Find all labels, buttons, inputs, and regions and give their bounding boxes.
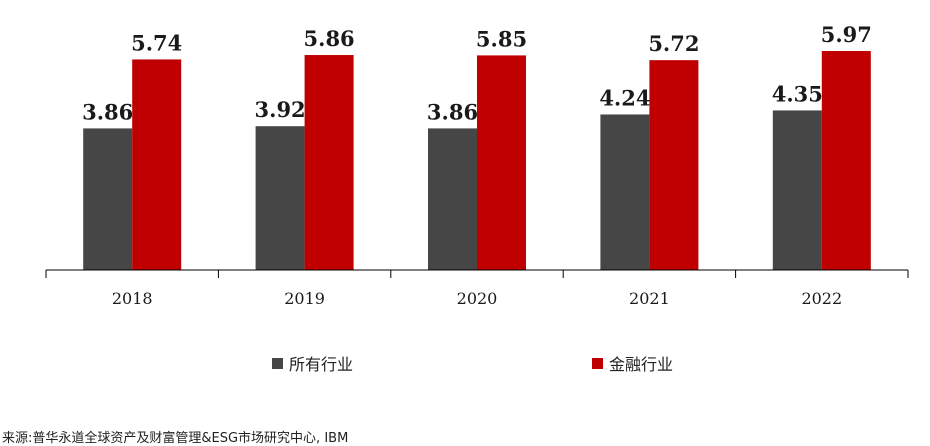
- bar-all-industries-2019: [255, 126, 305, 270]
- bar-all-industries-2020: [428, 128, 477, 270]
- legend-item-all-industries: 所有行业: [272, 351, 353, 375]
- bar-financial-industry-2020: [477, 55, 526, 271]
- value-label-all-industries-2020: 3.86: [427, 99, 478, 124]
- x-tick-label-2019: 2019: [284, 289, 325, 308]
- value-labels-layer: 3.86 5.74 3.92 5.86 3.86 5.85 4.24 5.72 4.35 5.97: [82, 22, 872, 124]
- bar-financial-industry-2019: [304, 55, 354, 271]
- value-label-financial-industry-2018: 5.74: [131, 30, 182, 55]
- bar-financial-industry-2022: [821, 51, 871, 270]
- x-ticks-layer: [45, 270, 909, 278]
- x-tick-label-2018: 2018: [112, 289, 153, 308]
- bar-all-industries-2018: [83, 128, 133, 270]
- legend-swatch-all-industries: [272, 357, 283, 369]
- legend-swatch-financial-industry: [592, 357, 603, 369]
- legend-label-financial-industry: 金融行业: [609, 355, 674, 374]
- legend-label-all-industries: 所有行业: [289, 355, 354, 374]
- x-tick-label-2020: 2020: [457, 289, 498, 308]
- value-label-all-industries-2019: 3.92: [255, 97, 306, 122]
- bar-financial-industry-2018: [132, 59, 182, 270]
- x-tick-label-2022: 2022: [801, 289, 842, 308]
- value-label-financial-industry-2021: 5.72: [648, 31, 699, 56]
- bar-all-industries-2022: [772, 110, 822, 270]
- value-label-all-industries-2021: 4.24: [599, 85, 650, 110]
- x-tick-labels-layer: 2018 2019 2020 2021 2022: [112, 289, 842, 308]
- legend-item-financial-industry: 金融行业: [592, 351, 673, 375]
- x-tick-label-2021: 2021: [629, 289, 670, 308]
- value-label-financial-industry-2020: 5.85: [476, 26, 527, 51]
- value-label-all-industries-2018: 3.86: [82, 99, 133, 124]
- bar-financial-industry-2021: [649, 60, 699, 270]
- source-note: 来源:普华永道全球资产及财富管理&ESG市场研究中心, IBM: [2, 431, 349, 446]
- value-label-financial-industry-2022: 5.97: [821, 22, 872, 47]
- value-label-financial-industry-2019: 5.86: [304, 26, 355, 51]
- bar-all-industries-2021: [600, 114, 650, 270]
- bars-layer: [83, 51, 871, 271]
- value-label-all-industries-2022: 4.35: [772, 81, 823, 106]
